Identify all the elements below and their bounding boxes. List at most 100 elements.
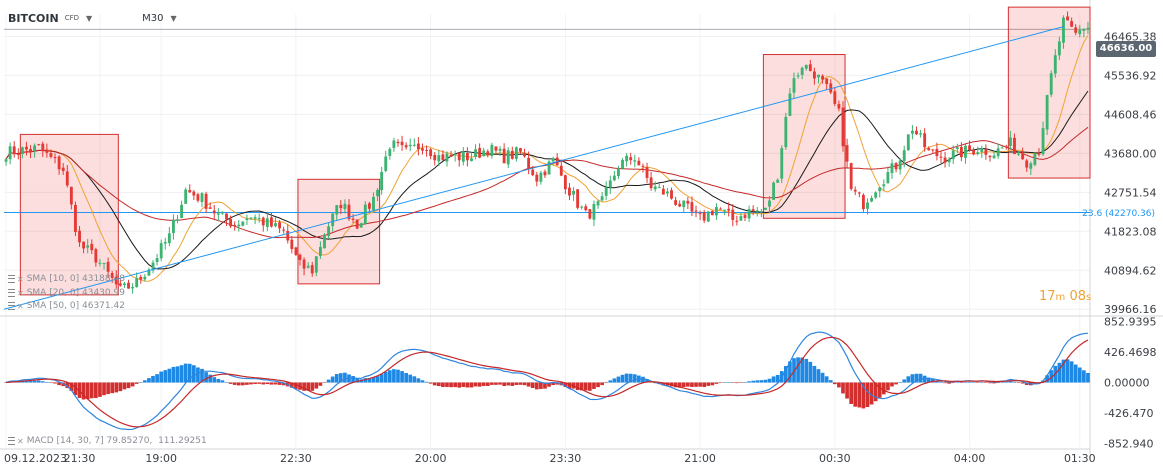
highlight-zone: [1007, 6, 1091, 179]
candle-body: [184, 189, 188, 204]
macd-histogram-bar: [49, 382, 53, 383]
macd-histogram-bar: [396, 369, 400, 383]
candle-body: [608, 180, 612, 188]
macd-histogram-bar: [739, 382, 743, 383]
macd-histogram-bar: [306, 382, 310, 391]
candle-body: [412, 144, 416, 146]
macd-histogram-bar: [371, 377, 376, 383]
legend-menu-icon[interactable]: [8, 275, 15, 283]
trendline-layer[interactable]: [3, 26, 1064, 310]
candle-body: [437, 155, 441, 162]
macd-histogram-bar: [592, 382, 596, 390]
macd-histogram-bar: [134, 382, 139, 384]
symbol-dropdown-icon[interactable]: ▼: [86, 13, 93, 23]
candle-body: [8, 146, 12, 160]
candle-body: [690, 202, 694, 212]
fibonacci-label[interactable]: 23.6 (42270.36): [1082, 209, 1155, 219]
candle-body: [269, 217, 273, 227]
sma-10-legend[interactable]: ✕ SMA [10, 0] 43188.48: [8, 274, 125, 284]
candle-body: [102, 262, 106, 264]
macd-histogram-bar: [579, 382, 584, 391]
macd-histogram-bar: [681, 382, 686, 388]
candle-body: [800, 67, 804, 75]
candle-body: [502, 148, 506, 164]
candle-body: [461, 151, 465, 162]
macd-histogram-bar: [906, 376, 911, 383]
macd-histogram-bar: [130, 382, 135, 387]
legend-menu-icon[interactable]: [8, 289, 15, 297]
macd-histogram-bar: [138, 382, 143, 383]
candle-body: [1062, 17, 1065, 43]
timeframe-selector[interactable]: M30: [142, 12, 164, 24]
macd-histogram-bar: [992, 382, 996, 384]
sma-50-legend[interactable]: ✕ SMA [50, 0] 46371.42: [8, 301, 125, 311]
macd-histogram-bar: [869, 382, 874, 405]
macd-histogram-bar: [539, 382, 543, 389]
candle-body: [747, 209, 751, 219]
macd-histogram-bar: [534, 382, 539, 390]
candle-body: [384, 156, 388, 171]
macd-histogram-bar: [951, 382, 956, 383]
macd-histogram-bar: [126, 382, 131, 389]
macd-histogram-bar: [1065, 359, 1070, 383]
candle-body: [1000, 147, 1004, 149]
sma-20-legend[interactable]: ✕ SMA [20, 0] 43430.99: [8, 288, 125, 298]
timeframe-dropdown-icon[interactable]: ▼: [170, 13, 177, 23]
time-tick-label: 21:00: [684, 452, 716, 465]
macd-histogram-bar: [861, 382, 866, 409]
macd-histogram-bar: [547, 382, 551, 387]
candle-body: [988, 155, 992, 158]
candle-countdown: 17m 08s: [1039, 289, 1091, 304]
macd-histogram-bar: [224, 382, 229, 383]
macd-histogram-bar: [894, 382, 898, 385]
candle-body: [433, 154, 437, 161]
candle-body: [682, 200, 686, 208]
macd-histogram-bar: [277, 382, 282, 385]
candle-body: [759, 211, 763, 213]
macd-histogram-bar: [788, 361, 792, 383]
candle-body: [984, 149, 988, 155]
macd-histogram-bar: [620, 374, 625, 383]
candle-body: [65, 171, 69, 186]
close-icon[interactable]: ✕: [17, 288, 24, 298]
close-icon[interactable]: ✕: [17, 274, 24, 284]
macd-histogram-bar: [367, 378, 372, 383]
countdown-seconds: 08: [1069, 289, 1086, 304]
macd-histogram-bar: [363, 378, 368, 383]
candle-body: [743, 215, 747, 218]
close-icon[interactable]: ✕: [17, 301, 24, 311]
candle-body: [678, 203, 682, 207]
macd-histogram-bar: [1086, 372, 1090, 383]
trendline[interactable]: [3, 26, 1064, 310]
close-icon[interactable]: ✕: [17, 436, 24, 446]
macd-histogram-bar: [98, 382, 102, 397]
macd-histogram-bar: [759, 380, 764, 383]
price-tick-label: 43680.00: [1104, 147, 1157, 160]
macd-histogram-bar: [506, 382, 511, 386]
macd-histogram-bar: [228, 382, 233, 384]
candle-body: [388, 148, 392, 156]
price-tick-label: 44608.46: [1104, 108, 1157, 121]
macd-legend[interactable]: ✕ MACD [14, 30, 7] 79.85270, 111.29251: [8, 436, 207, 446]
candle-body: [470, 158, 473, 162]
macd-histogram-bar: [604, 382, 609, 383]
candle-body: [580, 206, 584, 208]
candle-body: [751, 209, 755, 211]
macd-histogram-bar: [257, 382, 262, 384]
candle-body: [98, 262, 102, 264]
macd-histogram-bar: [1082, 370, 1086, 383]
candle-body: [1057, 41, 1061, 56]
candle-body: [90, 243, 94, 251]
candle-body: [670, 190, 673, 199]
symbol-name[interactable]: BITCOIN: [8, 11, 59, 25]
candle-body: [1025, 160, 1029, 168]
candle-body: [796, 75, 800, 77]
legend-menu-icon[interactable]: [8, 437, 15, 445]
macd-histogram-bar: [514, 382, 519, 385]
macd-histogram-bar: [551, 382, 555, 386]
candle-body: [514, 147, 518, 159]
legend-menu-icon[interactable]: [8, 302, 15, 310]
candle-body: [45, 149, 49, 153]
candle-body: [1004, 146, 1008, 148]
